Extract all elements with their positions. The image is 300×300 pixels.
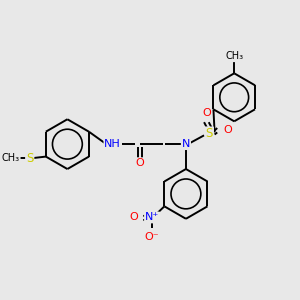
- Text: NH: NH: [104, 139, 121, 149]
- Text: O: O: [223, 124, 232, 134]
- Text: N: N: [182, 139, 190, 149]
- Text: S: S: [26, 152, 33, 164]
- Text: O⁻: O⁻: [145, 232, 159, 242]
- Text: N⁺: N⁺: [145, 212, 159, 223]
- Text: S: S: [206, 128, 213, 140]
- Text: CH₃: CH₃: [225, 51, 243, 61]
- Text: O: O: [129, 212, 138, 223]
- Text: O: O: [136, 158, 144, 168]
- Text: O: O: [202, 108, 211, 118]
- Text: CH₃: CH₃: [2, 153, 20, 163]
